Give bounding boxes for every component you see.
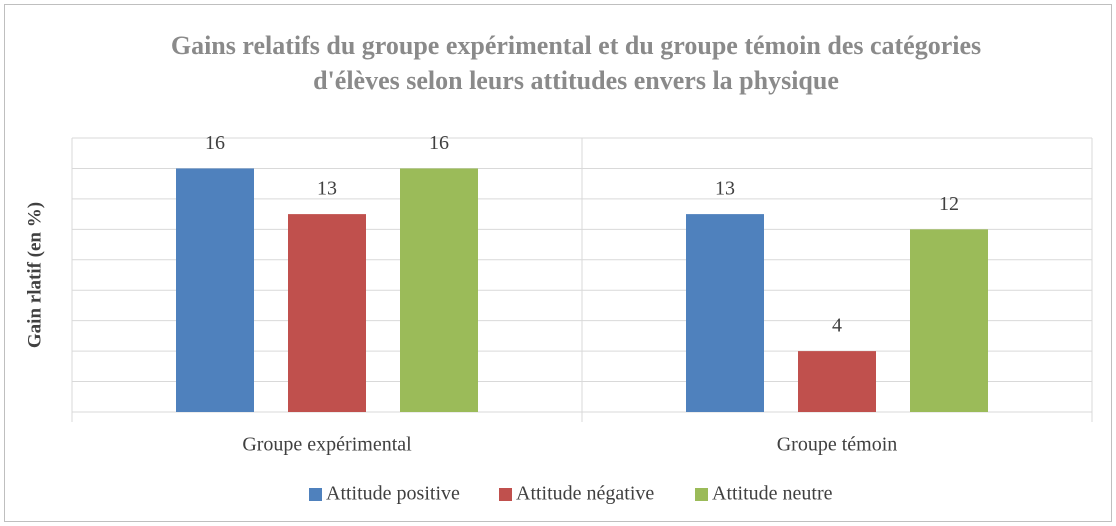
legend-swatch bbox=[695, 488, 708, 501]
data-label: 13 bbox=[715, 178, 735, 200]
bar bbox=[400, 168, 478, 412]
bar bbox=[288, 214, 366, 412]
x-tick-label: Groupe expérimental bbox=[242, 434, 412, 456]
data-label: 16 bbox=[429, 132, 449, 154]
legend-swatch bbox=[309, 488, 322, 501]
legend-label: Attitude neutre bbox=[712, 483, 833, 505]
legend-swatch bbox=[499, 488, 512, 501]
data-label: 16 bbox=[205, 132, 225, 154]
bar bbox=[176, 168, 254, 412]
y-axis-label: Gain rlatif (en %) bbox=[24, 202, 45, 348]
data-label: 12 bbox=[939, 193, 959, 215]
chart-title: Gains relatifs du groupe expérimental et… bbox=[170, 31, 982, 95]
bar bbox=[798, 351, 876, 412]
data-label: 13 bbox=[317, 178, 337, 200]
bar bbox=[910, 229, 988, 412]
legend-label: Attitude négative bbox=[516, 483, 654, 505]
legend-label: Attitude positive bbox=[326, 483, 460, 505]
bar bbox=[686, 214, 764, 412]
chart-border bbox=[4, 4, 1112, 522]
x-tick-label: Groupe témoin bbox=[777, 434, 898, 456]
data-label: 4 bbox=[832, 315, 842, 337]
